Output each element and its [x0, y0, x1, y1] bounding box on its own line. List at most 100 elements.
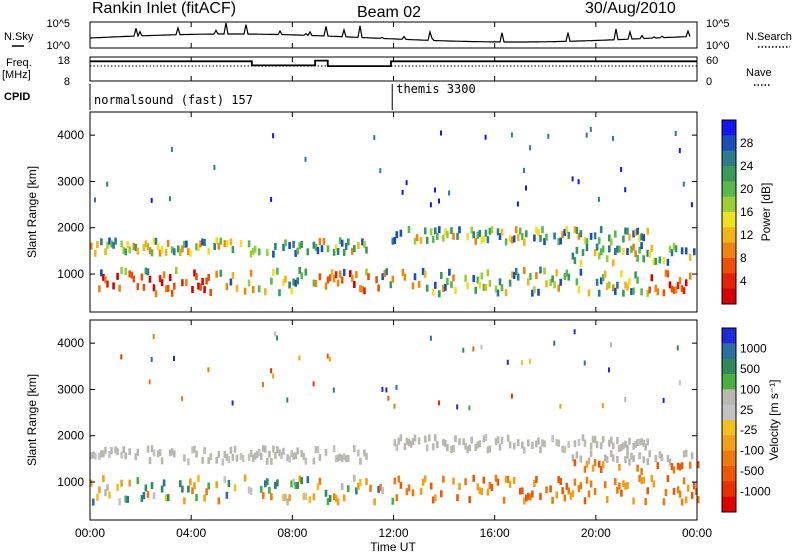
velocity-ylabel: Slant Range [km]: [25, 374, 39, 466]
echo-cell: [116, 483, 119, 491]
echo-cell: [377, 485, 380, 493]
echo-cell: [353, 445, 356, 452]
echo-cell: [187, 458, 190, 466]
echo-cell: [351, 247, 354, 255]
echo-cell: [612, 259, 615, 267]
echo-cell: [563, 446, 567, 454]
echo-cell: [478, 487, 482, 495]
echo-cell: [162, 271, 166, 279]
echo-cell: [334, 455, 338, 463]
y-tick-label: 2000: [57, 429, 84, 443]
echo-cell: [640, 438, 643, 446]
freq-label: Freq.: [6, 57, 32, 69]
echo-cell: [436, 233, 439, 241]
echo-cell: [539, 446, 542, 454]
echo-cell: [462, 438, 465, 446]
echo-cell: [223, 451, 227, 458]
colorbar-swatch: [722, 435, 736, 452]
colorbar-swatch: [722, 288, 736, 305]
echo-cell: [332, 445, 336, 453]
echo-cell: [223, 476, 227, 484]
echo-cell: [405, 488, 409, 496]
echo-cell: [458, 438, 461, 446]
echo-cell: [563, 228, 567, 236]
echo-cell: [676, 345, 679, 351]
echo-cell: [100, 269, 103, 277]
echo-cell: [579, 259, 583, 267]
echo-cell: [148, 247, 152, 255]
echo-cell: [395, 443, 399, 451]
echo-cell: [474, 444, 477, 451]
echo-cell: [603, 270, 607, 278]
echo-cell: [383, 270, 386, 278]
x-tick-label: 16:00: [480, 526, 510, 540]
echo-cell: [618, 463, 621, 471]
echo-cell: [217, 242, 221, 250]
echo-cell: [450, 281, 453, 289]
echo-cell: [306, 476, 310, 484]
echo-cell: [425, 284, 429, 292]
echo-cell: [494, 438, 498, 446]
echo-cell: [434, 434, 437, 442]
echo-cell: [646, 487, 649, 495]
echo-cell: [541, 226, 544, 234]
echo-cell: [589, 126, 592, 132]
echo-cell: [365, 268, 368, 276]
echo-cell: [166, 239, 170, 247]
echo-cell: [395, 494, 399, 502]
echo-cell: [274, 481, 277, 489]
echo-cell: [338, 270, 342, 278]
echo-cell: [268, 486, 271, 494]
echo-cell: [399, 481, 403, 489]
echo-cell: [638, 452, 641, 460]
echo-cell: [136, 247, 140, 255]
echo-cell: [434, 227, 437, 235]
echo-cell: [154, 290, 158, 298]
echo-cell: [128, 479, 131, 487]
echo-cell: [247, 240, 251, 248]
echo-cell: [476, 231, 480, 239]
echo-cell: [90, 452, 93, 460]
freq-ytick-bottom: 8: [64, 76, 70, 88]
echo-cell: [296, 247, 299, 255]
echo-cell: [332, 248, 336, 256]
echo-cell: [608, 281, 611, 289]
echo-cell: [219, 269, 223, 277]
echo-cell: [636, 464, 639, 472]
echo-cell: [658, 256, 662, 264]
echo-cell: [533, 234, 536, 242]
echo-cell: [225, 453, 229, 461]
echo-cell: [474, 237, 477, 245]
echo-cell: [581, 434, 585, 442]
echo-cell: [150, 197, 153, 203]
echo-cell: [282, 447, 285, 455]
echo-cell: [104, 446, 107, 454]
echo-cell: [419, 487, 423, 495]
echo-cell: [533, 286, 536, 294]
echo-cell: [431, 288, 435, 296]
echo-cell: [482, 235, 486, 243]
echo-cell: [571, 252, 575, 260]
echo-cell: [525, 185, 527, 191]
echo-cell: [264, 480, 267, 488]
echo-cell: [684, 279, 688, 287]
echo-cell: [486, 269, 490, 277]
echo-cell: [565, 226, 569, 233]
echo-cell: [332, 493, 336, 501]
colorbar-swatch: [722, 258, 736, 274]
echo-cell: [298, 266, 301, 274]
echo-cell: [385, 387, 388, 393]
echo-cell: [684, 449, 688, 457]
echo-cell: [440, 130, 442, 136]
echo-cell: [527, 278, 530, 286]
echo-cell: [385, 268, 388, 276]
echo-cell: [332, 387, 335, 393]
echo-cell: [601, 403, 604, 409]
echo-cell: [510, 393, 513, 399]
echo-cell: [227, 456, 231, 463]
colorbar-swatch: [722, 150, 736, 167]
echo-cell: [603, 454, 607, 462]
echo-cell: [197, 475, 200, 482]
echo-cell: [597, 289, 601, 297]
freq-right-ytick-bottom: 0: [706, 76, 712, 88]
